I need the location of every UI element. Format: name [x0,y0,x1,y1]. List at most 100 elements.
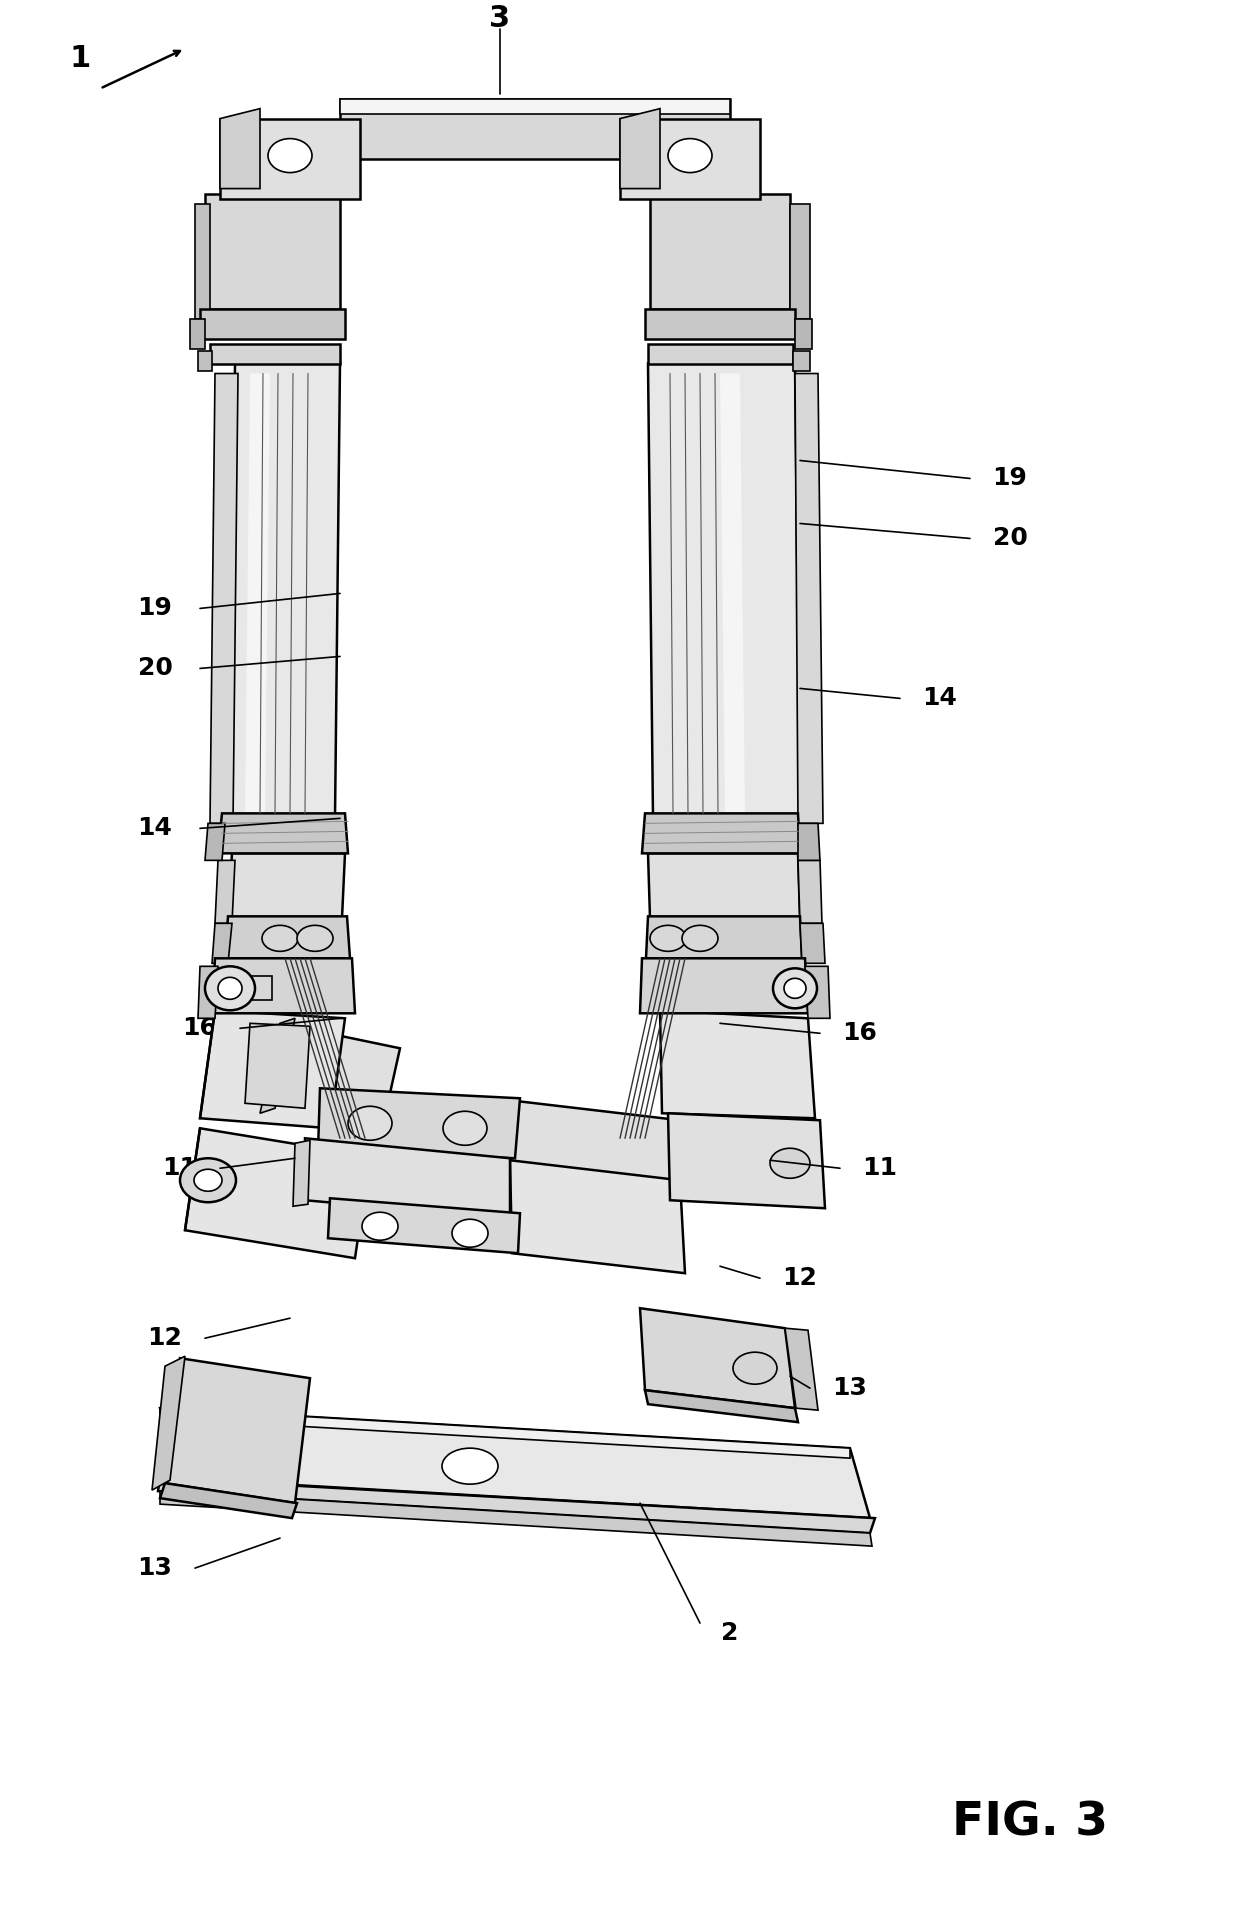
Polygon shape [805,967,830,1018]
Polygon shape [660,1011,815,1118]
Text: 14: 14 [923,687,957,710]
Polygon shape [185,1128,370,1258]
Polygon shape [198,967,218,1018]
Ellipse shape [298,924,334,951]
Polygon shape [720,374,745,813]
Polygon shape [293,1141,310,1206]
Polygon shape [210,343,340,364]
Polygon shape [212,959,355,1013]
Polygon shape [205,194,340,309]
Polygon shape [198,351,212,370]
Ellipse shape [218,978,242,999]
Polygon shape [246,1024,310,1109]
Ellipse shape [453,1220,489,1247]
Text: 14: 14 [138,817,172,840]
Polygon shape [340,98,730,113]
Polygon shape [646,917,802,959]
Polygon shape [153,1356,185,1490]
Polygon shape [195,318,340,328]
Ellipse shape [362,1212,398,1241]
Polygon shape [642,813,800,854]
Polygon shape [260,1018,295,1112]
Polygon shape [215,976,272,1001]
Polygon shape [305,1137,510,1218]
Text: 16: 16 [842,1020,878,1045]
Text: 11: 11 [162,1157,197,1180]
Text: 3: 3 [490,4,511,33]
Polygon shape [620,119,760,199]
Polygon shape [224,917,350,959]
Polygon shape [645,309,795,339]
Polygon shape [200,309,345,339]
Ellipse shape [770,1149,810,1178]
Polygon shape [640,1308,795,1408]
Ellipse shape [268,138,312,173]
Text: 13: 13 [832,1377,868,1400]
Polygon shape [794,351,810,370]
Polygon shape [799,861,822,923]
Ellipse shape [650,924,686,951]
Polygon shape [210,374,238,823]
Polygon shape [510,1160,684,1274]
Ellipse shape [733,1352,777,1385]
Ellipse shape [443,1111,487,1145]
Text: 16: 16 [182,1017,217,1040]
Ellipse shape [773,969,817,1009]
Ellipse shape [784,978,806,997]
Polygon shape [205,823,224,861]
Text: 19: 19 [992,466,1028,491]
Ellipse shape [668,138,712,173]
Polygon shape [649,364,800,819]
Polygon shape [620,109,660,188]
Polygon shape [650,318,810,328]
Ellipse shape [180,1158,236,1203]
Ellipse shape [205,967,255,1011]
Polygon shape [160,1408,870,1519]
Polygon shape [790,203,810,318]
Polygon shape [800,923,825,963]
Polygon shape [649,854,800,919]
Polygon shape [640,959,808,1013]
Polygon shape [340,98,730,159]
Text: 11: 11 [863,1157,898,1180]
Polygon shape [195,203,210,318]
Polygon shape [160,1408,849,1458]
Polygon shape [215,861,236,923]
Polygon shape [650,194,790,309]
Ellipse shape [348,1107,392,1141]
Ellipse shape [682,924,718,951]
Ellipse shape [262,924,298,951]
Text: 1: 1 [69,44,91,73]
Polygon shape [668,1112,825,1208]
Polygon shape [799,823,820,861]
Polygon shape [649,343,794,364]
Polygon shape [229,364,340,819]
Polygon shape [246,374,270,813]
Polygon shape [190,318,205,349]
Polygon shape [218,813,348,854]
Text: 20: 20 [138,656,172,681]
Ellipse shape [441,1448,498,1485]
Ellipse shape [193,1170,222,1191]
Polygon shape [795,374,823,823]
Text: 12: 12 [782,1266,817,1291]
Polygon shape [785,1327,818,1410]
Polygon shape [219,119,360,199]
Polygon shape [160,1483,298,1519]
Polygon shape [510,1101,684,1199]
Text: 19: 19 [138,596,172,620]
Text: FIG. 3: FIG. 3 [952,1801,1109,1845]
Polygon shape [219,109,260,188]
Polygon shape [260,1024,401,1137]
Polygon shape [160,1490,872,1546]
Polygon shape [228,854,345,919]
Text: 13: 13 [138,1555,172,1580]
Polygon shape [645,1391,799,1421]
Text: 20: 20 [992,526,1028,550]
Polygon shape [212,923,232,963]
Polygon shape [200,1011,345,1128]
Polygon shape [317,1088,520,1158]
Polygon shape [157,1479,875,1532]
Polygon shape [329,1199,520,1252]
Text: 12: 12 [148,1325,182,1350]
